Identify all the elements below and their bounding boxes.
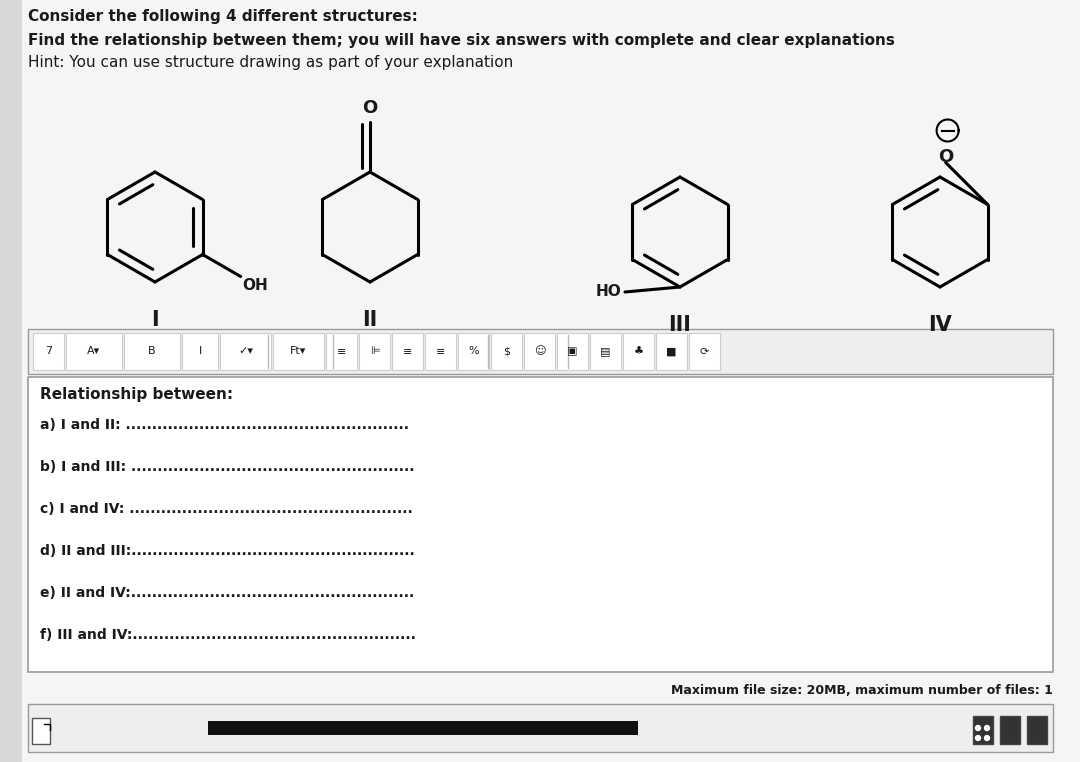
- Bar: [220, 333, 271, 370]
- Bar: [426, 333, 456, 370]
- Text: ⊫: ⊫: [369, 347, 379, 357]
- Text: Hint: You can use structure drawing as part of your explanation: Hint: You can use structure drawing as p…: [28, 56, 513, 71]
- Bar: [1000, 716, 1020, 744]
- Text: ≡: ≡: [436, 347, 445, 357]
- Text: e) II and IV:......................................................: e) II and IV:...........................…: [40, 586, 415, 600]
- Bar: [124, 333, 180, 370]
- Text: ⟳: ⟳: [700, 347, 710, 357]
- Text: ≡: ≡: [337, 347, 347, 357]
- Bar: [590, 333, 621, 370]
- Text: II: II: [363, 310, 378, 330]
- Bar: [491, 333, 522, 370]
- Bar: [28, 704, 1053, 752]
- Bar: [689, 333, 720, 370]
- Text: ♣: ♣: [634, 347, 644, 357]
- Text: $: $: [503, 347, 510, 357]
- Text: ▤: ▤: [600, 347, 611, 357]
- Circle shape: [975, 725, 981, 731]
- Text: a) I and II: ......................................................: a) I and II: ...........................…: [40, 418, 409, 432]
- Bar: [973, 716, 993, 744]
- Bar: [557, 333, 588, 370]
- Text: ▣: ▣: [567, 347, 578, 357]
- Text: Ft▾: Ft▾: [291, 347, 307, 357]
- Text: Find the relationship between them; you will have six answers with complete and : Find the relationship between them; you …: [28, 33, 895, 47]
- Text: HO: HO: [595, 284, 621, 299]
- Text: %: %: [469, 347, 478, 357]
- Bar: [183, 333, 218, 370]
- Bar: [66, 333, 122, 370]
- Bar: [392, 333, 423, 370]
- Text: III: III: [669, 315, 691, 335]
- Circle shape: [985, 735, 989, 741]
- Text: B: B: [148, 347, 156, 357]
- Text: b) I and III: ......................................................: b) I and III: ..........................…: [40, 460, 415, 474]
- Bar: [273, 333, 324, 370]
- Text: Maximum file size: 20MB, maximum number of files: 1: Maximum file size: 20MB, maximum number …: [671, 684, 1053, 696]
- Text: d) II and III:......................................................: d) II and III:..........................…: [40, 544, 415, 558]
- Bar: [28, 377, 1053, 672]
- Text: ≡: ≡: [403, 347, 413, 357]
- Bar: [208, 721, 638, 735]
- Text: c) I and IV: ......................................................: c) I and IV: ...........................…: [40, 502, 413, 516]
- Text: O: O: [363, 99, 378, 117]
- Text: f) III and IV:......................................................: f) III and IV:..........................…: [40, 628, 416, 642]
- Bar: [524, 333, 555, 370]
- Text: O: O: [939, 148, 954, 165]
- Text: A▾: A▾: [87, 347, 100, 357]
- Text: 7: 7: [45, 347, 52, 357]
- Text: Relationship between:: Relationship between:: [40, 388, 233, 402]
- Text: I: I: [151, 310, 159, 330]
- Circle shape: [985, 725, 989, 731]
- Text: I: I: [199, 347, 202, 357]
- Bar: [458, 333, 489, 370]
- Bar: [32, 718, 50, 744]
- Bar: [656, 333, 687, 370]
- Bar: [28, 329, 1053, 374]
- Text: ✓▾: ✓▾: [238, 347, 253, 357]
- Text: Consider the following 4 different structures:: Consider the following 4 different struc…: [28, 9, 418, 24]
- Bar: [326, 333, 357, 370]
- Bar: [0, 0, 22, 762]
- Bar: [623, 333, 654, 370]
- Circle shape: [975, 735, 981, 741]
- Text: ☺: ☺: [534, 347, 545, 357]
- Bar: [359, 333, 390, 370]
- Bar: [33, 333, 64, 370]
- Text: IV: IV: [928, 315, 951, 335]
- Text: OH: OH: [243, 278, 269, 293]
- Bar: [1027, 716, 1047, 744]
- Text: ■: ■: [666, 347, 677, 357]
